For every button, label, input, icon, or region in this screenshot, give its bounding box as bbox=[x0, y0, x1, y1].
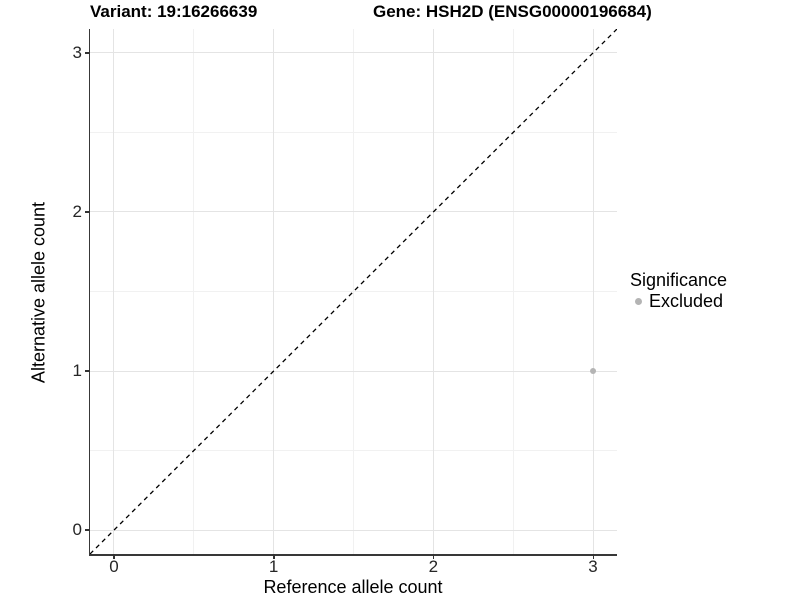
excluded-point-icon bbox=[635, 297, 642, 305]
variant-title: Variant: 19:16266639 bbox=[90, 2, 258, 21]
x-tick-label: 0 bbox=[109, 557, 119, 576]
legend: Significance Excluded bbox=[630, 269, 727, 311]
x-tick-mark bbox=[592, 554, 595, 559]
y-tick-mark bbox=[85, 52, 90, 54]
y-tick-label: 2 bbox=[72, 201, 82, 221]
minor-gridline bbox=[90, 450, 617, 452]
y-axis-line bbox=[88, 29, 90, 556]
major-gridline bbox=[432, 29, 434, 554]
legend-entry-label: Excluded bbox=[649, 291, 724, 311]
y-tick-label: 1 bbox=[72, 361, 82, 381]
y-axis-title: Alternative allele count bbox=[28, 201, 49, 384]
x-tick-label: 3 bbox=[588, 557, 598, 576]
plot-layer bbox=[90, 29, 617, 554]
y-tick-label: 0 bbox=[72, 520, 82, 540]
y-tick-label: 3 bbox=[72, 42, 82, 62]
major-gridline bbox=[90, 529, 617, 531]
x-tick-label: 2 bbox=[428, 557, 439, 576]
y-tick-mark bbox=[85, 211, 90, 213]
major-gridline bbox=[90, 211, 617, 213]
x-tick-mark bbox=[113, 554, 115, 559]
legend-entry-excluded: Excluded bbox=[630, 291, 727, 311]
x-tick-label: 1 bbox=[268, 557, 279, 576]
x-axis-title: Reference allele count bbox=[263, 577, 443, 597]
major-gridline bbox=[273, 29, 275, 554]
gene-title: Gene: HSH2D (ENSG00000196684) bbox=[373, 2, 652, 21]
legend-title: Significance bbox=[630, 270, 728, 290]
identity-dashed-line bbox=[90, 29, 617, 554]
minor-gridline bbox=[90, 131, 617, 133]
minor-gridline bbox=[90, 291, 617, 292]
x-axis-line bbox=[88, 554, 617, 556]
data-point bbox=[590, 368, 597, 375]
major-gridline bbox=[592, 29, 594, 554]
x-tick-mark bbox=[432, 554, 435, 559]
major-gridline bbox=[90, 52, 617, 54]
plot-panel bbox=[90, 29, 617, 554]
major-gridline bbox=[90, 370, 617, 372]
y-tick-mark bbox=[85, 370, 90, 372]
x-tick-mark bbox=[273, 554, 275, 559]
y-tick-mark bbox=[85, 529, 90, 531]
major-gridline bbox=[113, 29, 115, 554]
